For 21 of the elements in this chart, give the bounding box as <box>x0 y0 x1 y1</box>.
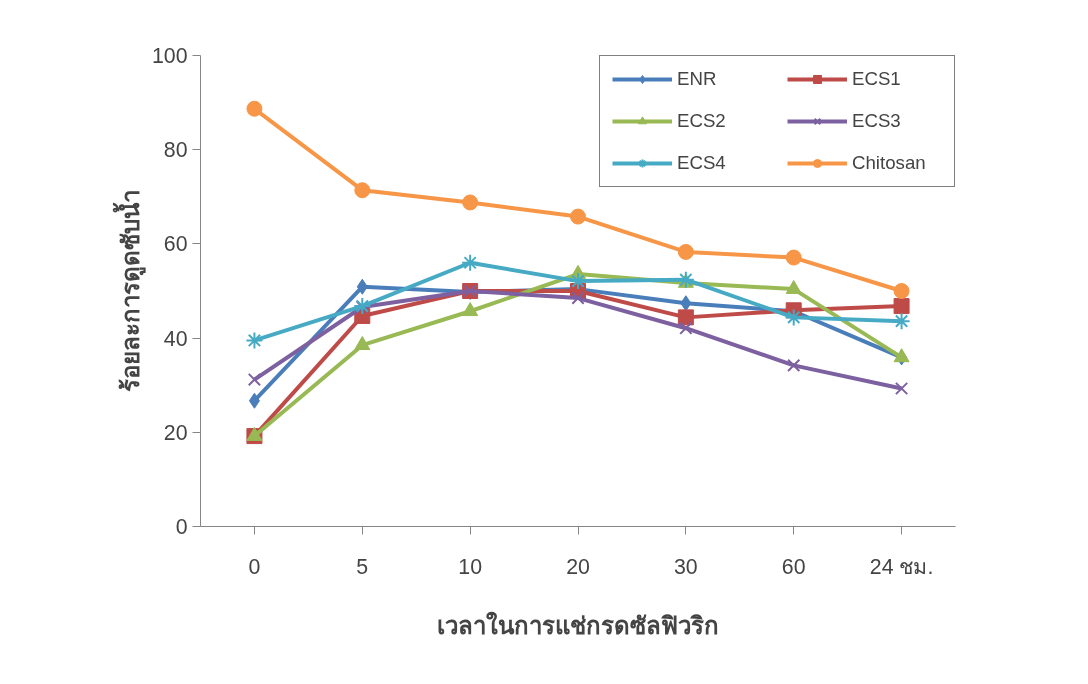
y-tick-label: 60 <box>163 232 188 257</box>
y-tick-label: 40 <box>163 326 188 351</box>
legend-label: ECS3 <box>852 110 902 132</box>
y-tick-label: 100 <box>151 44 188 68</box>
legend-label: ECS4 <box>677 152 727 174</box>
x-tick-label: 24 ชม. <box>869 554 934 579</box>
x-axis-title: เวลาในการแช่กรดซัลฟิวริก <box>437 610 719 639</box>
y-tick-label: 20 <box>163 420 188 445</box>
legend-label: ECS2 <box>677 110 727 132</box>
legend-label: ENR <box>677 68 718 90</box>
y-axis-title: ร้อยละการดูดซับน้ำ <box>111 190 146 392</box>
x-tick-label: 60 <box>781 554 806 579</box>
x-tick-label: 30 <box>674 554 698 579</box>
legend-label: ECS1 <box>852 68 902 90</box>
legend-label: Chitosan <box>852 152 927 174</box>
x-tick-label: 20 <box>566 554 590 579</box>
x-tick-label: 10 <box>458 554 483 579</box>
y-tick-label: 0 <box>175 515 188 539</box>
x-tick-label: 0 <box>248 554 261 579</box>
y-tick-label: 80 <box>163 138 188 163</box>
x-tick-label: 5 <box>356 554 369 579</box>
